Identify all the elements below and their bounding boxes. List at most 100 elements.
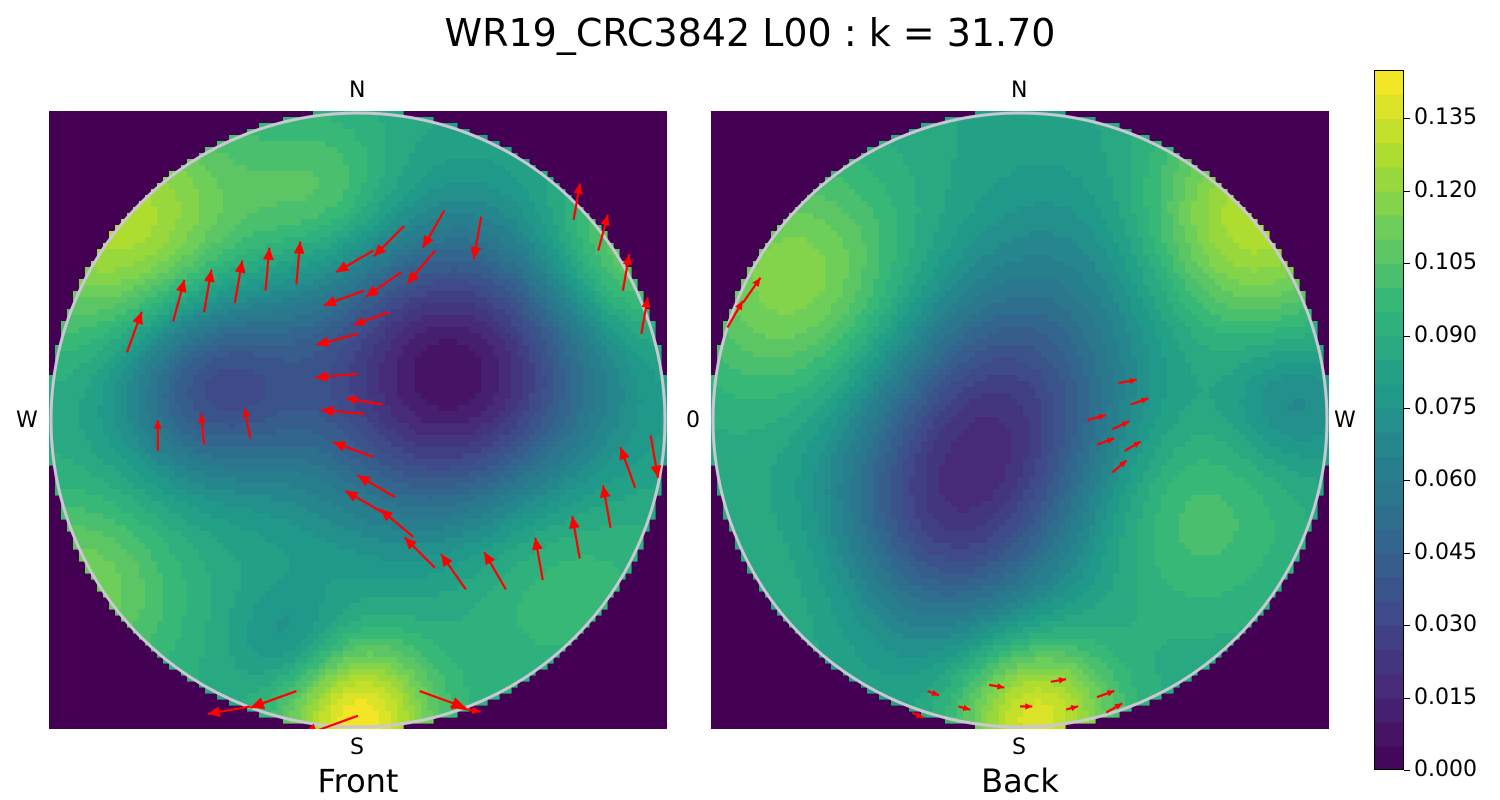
heatmap-cell xyxy=(451,399,458,406)
heatmap-cell xyxy=(373,255,380,262)
heatmap-cell xyxy=(301,315,308,322)
heatmap-cell xyxy=(313,315,320,322)
heatmap-cell xyxy=(175,417,182,424)
heatmap-cell xyxy=(511,159,518,166)
heatmap-cell xyxy=(169,351,176,358)
heatmap-cell xyxy=(607,375,614,382)
heatmap-cell xyxy=(421,375,428,382)
heatmap-cell xyxy=(163,309,170,316)
heatmap-cell xyxy=(409,237,416,244)
heatmap-cell xyxy=(475,453,482,460)
heatmap-cell xyxy=(385,249,392,256)
heatmap-cell xyxy=(271,255,278,262)
heatmap-cell xyxy=(625,405,632,412)
heatmap-cell xyxy=(265,399,272,406)
heatmap-cell xyxy=(139,465,146,472)
heatmap-cell xyxy=(559,423,566,430)
heatmap-cell xyxy=(157,231,164,238)
heatmap-cell xyxy=(223,159,230,166)
heatmap-cell xyxy=(607,345,614,352)
heatmap-cell xyxy=(193,393,200,400)
heatmap-cell xyxy=(79,363,86,370)
heatmap-cell xyxy=(151,423,158,430)
heatmap-cell xyxy=(469,453,476,460)
heatmap-cell xyxy=(475,177,482,184)
heatmap-cell xyxy=(193,339,200,346)
heatmap-cell xyxy=(373,267,380,274)
heatmap-cell xyxy=(277,225,284,232)
heatmap-cell xyxy=(553,369,560,376)
heatmap-cell xyxy=(103,339,110,346)
heatmap-cell xyxy=(331,417,338,424)
heatmap-cell xyxy=(85,447,92,454)
heatmap-cell xyxy=(241,183,248,190)
heatmap-cell xyxy=(499,381,506,388)
heatmap-cell xyxy=(409,159,416,166)
heatmap-cell xyxy=(349,441,356,448)
heatmap-cell xyxy=(145,213,152,220)
heatmap-cell xyxy=(343,315,350,322)
heatmap-cell xyxy=(301,183,308,190)
heatmap-cell xyxy=(637,459,644,466)
heatmap-cell xyxy=(151,327,158,334)
heatmap-cell xyxy=(163,339,170,346)
heatmap-cell xyxy=(535,363,542,370)
heatmap-cell xyxy=(301,369,308,376)
heatmap-cell xyxy=(337,345,344,352)
heatmap-cell xyxy=(91,321,98,328)
heatmap-cell xyxy=(277,243,284,250)
heatmap-cell xyxy=(511,411,518,418)
heatmap-cell xyxy=(481,201,488,208)
heatmap-cell xyxy=(577,345,584,352)
heatmap-cell xyxy=(277,303,284,310)
heatmap-cell xyxy=(439,159,446,166)
heatmap-cell xyxy=(97,315,104,322)
heatmap-cell xyxy=(211,453,218,460)
heatmap-cell xyxy=(187,441,194,448)
heatmap-cell xyxy=(211,423,218,430)
heatmap-cell xyxy=(631,411,638,418)
heatmap-cell xyxy=(319,399,326,406)
heatmap-cell xyxy=(301,249,308,256)
heatmap-cell xyxy=(493,441,500,448)
heatmap-cell xyxy=(457,345,464,352)
heatmap-cell xyxy=(523,381,530,388)
heatmap-cell xyxy=(277,141,284,148)
heatmap-cell xyxy=(313,393,320,400)
heatmap-cell xyxy=(157,207,164,214)
heatmap-cell xyxy=(517,357,524,364)
heatmap-cell xyxy=(163,405,170,412)
heatmap-cell xyxy=(619,405,626,412)
heatmap-cell xyxy=(559,351,566,358)
heatmap-cell xyxy=(331,249,338,256)
heatmap-cell xyxy=(415,159,422,166)
heatmap-cell xyxy=(211,267,218,274)
heatmap-cell xyxy=(169,195,176,202)
heatmap-cell xyxy=(517,261,524,268)
heatmap-cell xyxy=(457,423,464,430)
heatmap-cell xyxy=(313,267,320,274)
heatmap-cell xyxy=(541,213,548,220)
heatmap-cell xyxy=(451,321,458,328)
heatmap-cell xyxy=(241,147,248,154)
heatmap-cell xyxy=(289,213,296,220)
heatmap-cell xyxy=(343,381,350,388)
heatmap-cell xyxy=(583,321,590,328)
heatmap-cell xyxy=(445,393,452,400)
heatmap-cell xyxy=(307,207,314,214)
heatmap-cell xyxy=(535,297,542,304)
heatmap-cell xyxy=(337,201,344,208)
heatmap-cell xyxy=(187,369,194,376)
heatmap-cell xyxy=(631,381,638,388)
heatmap-cell xyxy=(595,429,602,436)
heatmap-cell xyxy=(121,333,128,340)
heatmap-cell xyxy=(457,225,464,232)
heatmap-cell xyxy=(91,399,98,406)
heatmap-cell xyxy=(253,387,260,394)
heatmap-cell xyxy=(121,357,128,364)
heatmap-cell xyxy=(247,417,254,424)
heatmap-cell xyxy=(373,297,380,304)
heatmap-cell xyxy=(85,297,92,304)
heatmap-cell xyxy=(157,393,164,400)
heatmap-cell xyxy=(235,375,242,382)
